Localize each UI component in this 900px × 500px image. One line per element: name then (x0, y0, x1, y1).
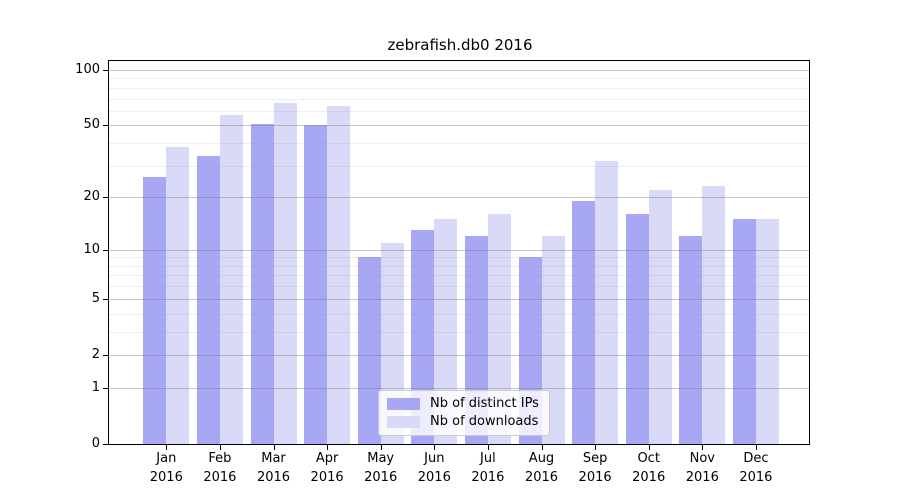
x-tick-label-sep: Sep 2016 (578, 451, 612, 485)
bar-downloads-jan (166, 147, 190, 444)
x-tick-label-may: May 2016 (364, 451, 398, 485)
x-tick-label-nov: Nov 2016 (685, 451, 719, 485)
bar-downloads-apr (327, 105, 351, 444)
gridline-minor-40 (109, 143, 809, 145)
x-tick-mark-jul (487, 445, 489, 450)
y-tick-label-20: 20 (83, 189, 100, 205)
legend-swatch-distinct-ips (387, 397, 420, 410)
bar-downloads-mar (273, 103, 297, 444)
bar-ips-oct (625, 214, 649, 444)
x-tick-mark-jan (166, 445, 168, 450)
bar-downloads-feb (219, 114, 243, 444)
bar-ips-jan (143, 176, 167, 444)
bar-ips-dec (732, 219, 756, 444)
y-tick-mark-0 (103, 444, 108, 445)
bar-ips-may (357, 257, 381, 444)
y-tick-label-100: 100 (75, 61, 100, 77)
gridline-minor-7 (109, 275, 809, 277)
x-tick-mark-mar (273, 445, 275, 450)
x-tick-label-jan: Jan 2016 (149, 451, 183, 485)
x-tick-mark-dec (755, 445, 757, 450)
bar-ips-nov (679, 236, 703, 444)
gridline-minor-6 (109, 286, 809, 288)
bar-downloads-sep (595, 160, 619, 444)
gridline-minor-60 (109, 110, 809, 112)
gridline-major-10 (109, 249, 809, 251)
bar-ips-sep (572, 201, 596, 444)
gridline-minor-70 (109, 98, 809, 100)
x-tick-mark-nov (702, 445, 704, 450)
gridline-minor-4 (109, 313, 809, 315)
bar-downloads-dec (755, 219, 779, 444)
gridline-minor-90 (109, 78, 809, 80)
y-tick-label-50: 50 (83, 117, 100, 133)
y-tick-mark-20 (103, 197, 108, 199)
y-tick-label-2: 2 (91, 346, 100, 362)
gridline-major-2 (109, 354, 809, 356)
gridline-major-50 (109, 125, 809, 127)
x-tick-mark-jun (434, 445, 436, 450)
x-tick-label-feb: Feb 2016 (203, 451, 237, 485)
legend-item-distinct-ips: Nb of distinct IPs (387, 396, 539, 411)
bar-downloads-jul (487, 214, 511, 444)
x-tick-mark-oct (648, 445, 650, 450)
gridline-minor-3 (109, 331, 809, 333)
x-tick-label-dec: Dec 2016 (739, 451, 773, 485)
chart-title: zebrafish.db0 2016 (387, 36, 533, 54)
x-tick-mark-may (380, 445, 382, 450)
gridline-major-100 (109, 69, 809, 71)
x-tick-mark-aug (541, 445, 543, 450)
y-tick-label-1: 1 (91, 379, 100, 395)
bar-ips-feb (196, 155, 220, 444)
bar-downloads-nov (702, 186, 726, 444)
plot-area (108, 60, 810, 445)
y-tick-label-0: 0 (91, 436, 100, 451)
gridline-minor-9 (109, 257, 809, 259)
gridline-major-1 (109, 387, 809, 389)
legend-item-downloads: Nb of downloads (387, 414, 539, 429)
y-tick-mark-10 (103, 249, 108, 251)
x-tick-label-oct: Oct 2016 (632, 451, 666, 485)
y-tick-label-5: 5 (91, 290, 100, 306)
x-tick-label-jul: Jul 2016 (471, 451, 505, 485)
legend-swatch-downloads (387, 415, 420, 428)
y-tick-mark-1 (103, 387, 108, 389)
x-tick-mark-sep (595, 445, 597, 450)
x-tick-label-apr: Apr 2016 (310, 451, 344, 485)
bar-downloads-jun (434, 219, 458, 444)
y-tick-label-10: 10 (83, 241, 100, 257)
gridline-minor-30 (109, 165, 809, 167)
x-tick-label-jun: Jun 2016 (417, 451, 451, 485)
x-tick-mark-apr (327, 445, 329, 450)
y-tick-mark-50 (103, 125, 108, 127)
y-tick-mark-100 (103, 69, 108, 71)
y-tick-mark-2 (103, 354, 108, 356)
bar-ips-apr (304, 125, 328, 444)
gridline-minor-8 (109, 265, 809, 267)
legend-label-distinct-ips: Nb of distinct IPs (430, 396, 539, 411)
bar-ips-mar (250, 123, 274, 444)
gridline-minor-80 (109, 87, 809, 89)
x-tick-mark-feb (219, 445, 221, 450)
bar-downloads-oct (648, 189, 672, 444)
x-tick-label-mar: Mar 2016 (256, 451, 291, 485)
x-tick-label-aug: Aug 2016 (524, 451, 559, 485)
y-tick-mark-5 (103, 298, 108, 300)
legend-label-downloads: Nb of downloads (430, 414, 539, 429)
gridline-major-5 (109, 298, 809, 300)
legend: Nb of distinct IPs Nb of downloads (378, 390, 550, 436)
gridline-major-20 (109, 197, 809, 199)
